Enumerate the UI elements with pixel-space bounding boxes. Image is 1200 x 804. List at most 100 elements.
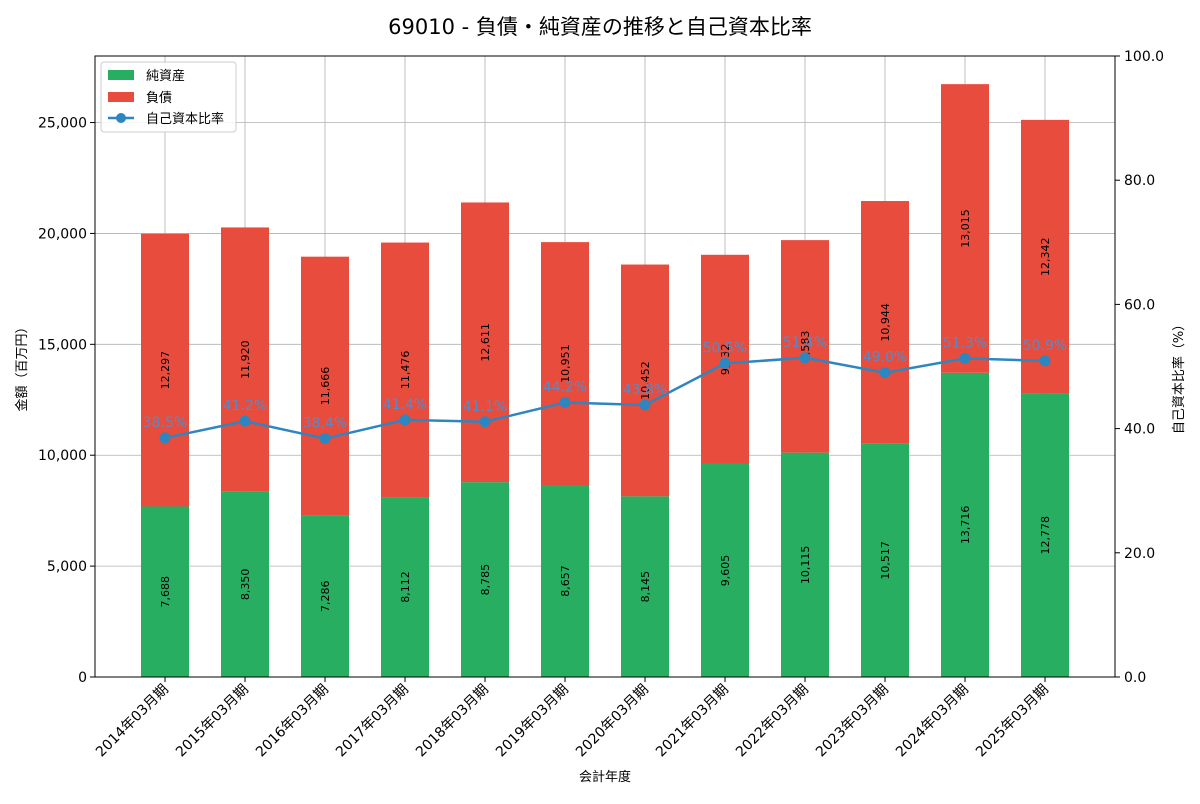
- bar-liabilities: [781, 240, 829, 453]
- ratio-label: 50.5%: [703, 340, 747, 356]
- ratio-point: [879, 367, 891, 379]
- bar-label-liabilities: 12,342: [1039, 237, 1052, 276]
- ratio-point: [559, 397, 571, 409]
- ratio-label: 43.8%: [623, 382, 667, 398]
- x-tick-label: 2023年03月期: [813, 682, 892, 761]
- ratio-label: 38.5%: [143, 415, 187, 431]
- bar-label-liabilities: 10,951: [559, 344, 572, 383]
- y-tick-label: 5,000: [47, 559, 87, 575]
- x-tick-label: 2014年03月期: [93, 682, 172, 761]
- bar-label-net-assets: 8,657: [559, 565, 572, 597]
- ratio-label: 38.4%: [303, 416, 347, 432]
- bar-liabilities: [861, 201, 909, 444]
- bar-liabilities: [221, 227, 269, 492]
- x-tick-label: 2018年03月期: [413, 682, 492, 761]
- legend-marker-ratio: [116, 113, 126, 123]
- ratio-label: 51.3%: [943, 335, 987, 351]
- bar-net-assets: [861, 443, 909, 677]
- bar-liabilities: [461, 202, 509, 483]
- bar-label-net-assets: 7,286: [319, 580, 332, 612]
- bar-net-assets: [221, 491, 269, 677]
- ratio-point: [799, 352, 811, 364]
- bar-label-net-assets: 8,145: [639, 571, 652, 603]
- x-tick-label: 2015年03月期: [173, 682, 252, 761]
- x-tick-label: 2022年03月期: [733, 682, 812, 761]
- ratio-point: [399, 414, 411, 426]
- bar-liabilities: [621, 264, 669, 497]
- y-tick-label: 15,000: [38, 337, 87, 353]
- y-tick-label: 25,000: [38, 116, 87, 132]
- bar-liabilities: [541, 242, 589, 486]
- y2-tick-label: 60.0: [1124, 297, 1155, 313]
- bar-net-assets: [381, 497, 429, 677]
- x-tick-label: 2020年03月期: [573, 682, 652, 761]
- y2-tick-label: 80.0: [1124, 173, 1155, 189]
- bar-label-liabilities: 12,611: [479, 323, 492, 362]
- ratio-label: 49.0%: [863, 350, 907, 366]
- y-tick-label: 20,000: [38, 226, 87, 242]
- bar-layer: 7,688 12,297 8,350 11,920 7,286 11,666 8,112 11…: [141, 84, 1069, 677]
- bar-net-assets: [701, 463, 749, 677]
- x-tick-label: 2019年03月期: [493, 682, 572, 761]
- ratio-point: [319, 433, 331, 445]
- bar-net-assets: [301, 515, 349, 677]
- x-axis-label: 会計年度: [579, 769, 631, 785]
- x-tick-label: 2016年03月期: [253, 682, 332, 761]
- legend-box: [100, 61, 237, 133]
- bar-liabilities: [941, 84, 989, 373]
- bar-label-net-assets: 13,716: [959, 506, 972, 545]
- ratio-point: [639, 399, 651, 411]
- y2-tick-label: 20.0: [1124, 546, 1155, 562]
- ratio-point: [239, 415, 251, 427]
- bar-label-net-assets: 8,112: [399, 571, 412, 603]
- legend-label-net-assets: 純資産: [146, 68, 185, 84]
- ratio-label: 41.2%: [223, 398, 267, 414]
- y-tick-label: 10,000: [38, 448, 87, 464]
- ratio-label: 41.4%: [383, 397, 427, 413]
- bar-label-liabilities: 11,476: [399, 351, 412, 390]
- y-tick-label: 0: [78, 670, 87, 686]
- bar-label-liabilities: 13,015: [959, 209, 972, 248]
- bar-net-assets: [541, 485, 589, 677]
- y-axis-label: 金額（百万円）: [14, 320, 30, 411]
- ratio-point: [479, 416, 491, 428]
- bar-net-assets: [621, 496, 669, 677]
- plot-frame: [94, 55, 1116, 678]
- y2-tick-label: 100.0: [1124, 49, 1164, 65]
- ratio-point: [719, 357, 731, 369]
- ratio-line: [164, 356, 1046, 440]
- bar-net-assets: [1021, 393, 1069, 677]
- bar-liabilities: [301, 256, 349, 516]
- bar-label-net-assets: 9,605: [719, 555, 732, 587]
- y2-tick-label: 40.0: [1124, 422, 1155, 438]
- chart-title: 69010 - 負債・純資産の推移と自己資本比率: [388, 15, 812, 39]
- line-layer: 38.5% 41.2% 38.4% 41.4% 41.1% 44.2% 43.8% 50.5%…: [143, 335, 1067, 445]
- bar-label-net-assets: 10,517: [879, 541, 892, 580]
- y2-tick-label: 0.0: [1124, 670, 1146, 686]
- bar-net-assets: [141, 506, 189, 677]
- legend-swatch-liabilities: [108, 92, 134, 102]
- bar-liabilities: [141, 233, 189, 507]
- bar-net-assets: [941, 372, 989, 677]
- bar-label-net-assets: 12,778: [1039, 516, 1052, 555]
- bar-net-assets: [781, 452, 829, 677]
- bar-label-net-assets: 8,785: [479, 564, 492, 596]
- x-tick-label: 2021年03月期: [653, 682, 732, 761]
- ratio-label: 44.2%: [543, 380, 587, 396]
- bar-label-liabilities: 10,944: [879, 303, 892, 342]
- bar-label-net-assets: 7,688: [159, 576, 172, 608]
- bar-label-liabilities: 11,666: [319, 367, 332, 406]
- y2-axis-label: 自己資本比率（%）: [1171, 318, 1187, 434]
- legend: 純資産 負債 自己資本比率: [100, 61, 237, 133]
- legend-label-ratio: 自己資本比率: [146, 111, 224, 127]
- bar-label-liabilities: 12,297: [159, 351, 172, 390]
- ratio-label: 50.9%: [1023, 338, 1067, 354]
- ratio-point: [159, 432, 171, 444]
- ratio-label: 41.1%: [463, 399, 507, 415]
- x-tick-label: 2025年03月期: [973, 682, 1052, 761]
- legend-label-liabilities: 負債: [146, 91, 172, 106]
- bar-label-liabilities: 10,452: [639, 361, 652, 400]
- bar-liabilities: [1021, 119, 1069, 394]
- ratio-point: [1039, 355, 1051, 367]
